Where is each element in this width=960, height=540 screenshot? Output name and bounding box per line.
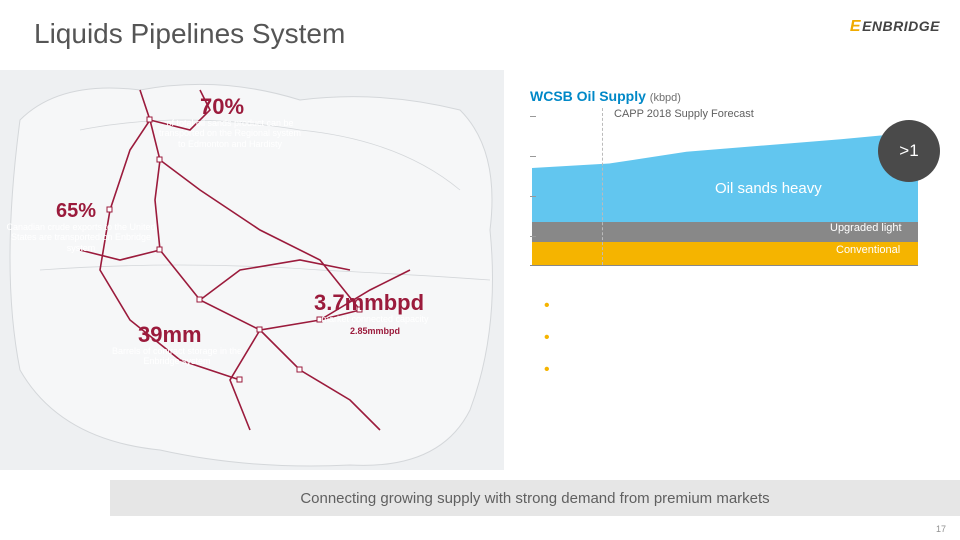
stat-37: 3.7mmbpd [314,290,424,316]
stat-37-sub2: 2.85mmbpd [300,326,450,336]
footer-band: Connecting growing supply with strong de… [110,480,960,516]
stat-65-sub: Canadian crude exports to the United Sta… [6,222,156,253]
chart-plot-area: Oil sands heavy Upgraded light Conventio… [530,106,918,266]
map-region: 70% of total oil sands product can be tr… [0,70,504,470]
slide-title: Liquids Pipelines System [34,18,345,50]
bullet-1 [544,300,924,310]
oil-supply-chart: WCSB Oil Supply (kbpd) CAPP 2018 Supply … [530,88,932,268]
series-oilsands [532,132,918,222]
stat-70-sub: of total oil sands product can be transp… [155,118,305,149]
bullet-list [544,300,924,396]
enbridge-logo: EENBRIDGE [850,18,940,36]
bullet-3 [544,364,924,374]
stat-39-sub: Barrels of contract storage in the Enbri… [102,346,252,367]
stat-65: 65% [56,200,96,223]
stat-39: 39mm [138,322,202,348]
logo-e-icon: E [850,18,861,35]
stat-70: 70% [200,94,244,120]
label-upgraded: Upgraded light [830,222,902,234]
callout-circle: >1 [878,120,940,182]
label-conventional: Conventional [836,244,900,256]
page-number: 17 [936,524,946,534]
label-oilsands: Oil sands heavy [715,180,822,197]
chart-forecast-line [602,108,603,265]
bullet-2 [544,332,924,342]
stat-37-sub: market connected capacity [300,314,450,324]
chart-title: WCSB Oil Supply (kbpd) [530,88,932,104]
